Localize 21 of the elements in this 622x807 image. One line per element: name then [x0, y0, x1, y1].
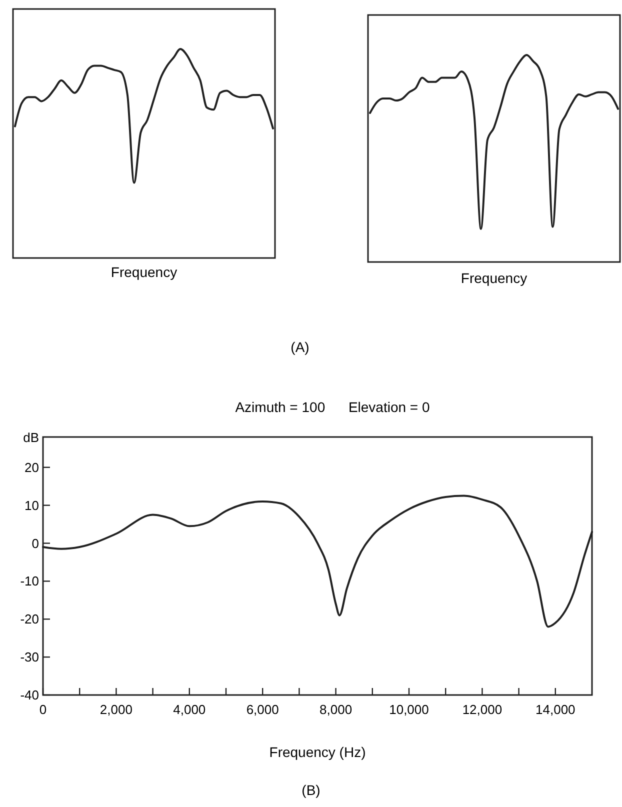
y-tick-label: 20 [24, 460, 39, 475]
y-tick-label: -40 [20, 688, 39, 703]
x-tick-label: 4,000 [173, 702, 206, 717]
x-tick-label: 12,000 [462, 702, 502, 717]
chart-title: Azimuth = 100 Elevation = 0 [235, 399, 430, 415]
x-tick-label: 8,000 [320, 702, 352, 717]
x-tick-label: 10,000 [389, 702, 429, 717]
y-tick-label: 0 [32, 536, 39, 551]
text: (A) [290, 339, 310, 355]
y-tick-label: -30 [20, 650, 39, 665]
x-axis-title: Frequency [460, 270, 528, 286]
y-tick-label: -20 [20, 612, 39, 627]
y-axis-title: dB [23, 430, 39, 445]
x-tick-label: 2,000 [100, 702, 132, 717]
x-axis-title: Frequency (Hz) [269, 744, 366, 760]
x-tick-label: 6,000 [246, 702, 279, 717]
x-axis-title: Frequency [110, 264, 178, 280]
y-tick-label: 10 [24, 498, 39, 513]
text: (B) [302, 782, 320, 798]
x-tick-label: 14,000 [536, 702, 576, 717]
y-tick-label: -10 [20, 574, 39, 589]
